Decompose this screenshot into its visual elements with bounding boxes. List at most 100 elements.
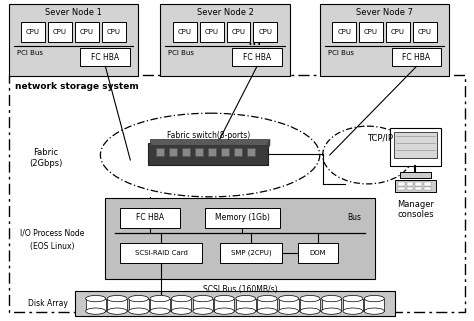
Ellipse shape	[300, 295, 320, 302]
Text: I/O Process Node: I/O Process Node	[20, 228, 85, 237]
FancyBboxPatch shape	[400, 172, 431, 178]
Text: ...: ...	[247, 33, 262, 48]
Ellipse shape	[172, 308, 191, 314]
FancyBboxPatch shape	[105, 198, 374, 280]
FancyBboxPatch shape	[75, 22, 99, 41]
FancyBboxPatch shape	[232, 48, 282, 66]
FancyBboxPatch shape	[365, 299, 384, 311]
Text: CPU: CPU	[418, 29, 432, 35]
Text: FC HBA: FC HBA	[91, 53, 119, 62]
Text: Fabric
(2Gbps): Fabric (2Gbps)	[29, 148, 62, 168]
FancyBboxPatch shape	[257, 299, 277, 311]
Ellipse shape	[128, 308, 148, 314]
Ellipse shape	[86, 308, 106, 314]
Ellipse shape	[279, 295, 299, 302]
Text: (EOS Linux): (EOS Linux)	[30, 242, 75, 251]
FancyBboxPatch shape	[416, 187, 422, 190]
Ellipse shape	[365, 308, 384, 314]
FancyBboxPatch shape	[394, 180, 437, 192]
FancyBboxPatch shape	[227, 22, 250, 41]
FancyBboxPatch shape	[193, 299, 213, 311]
Text: CPU: CPU	[107, 29, 121, 35]
FancyBboxPatch shape	[254, 22, 277, 41]
FancyBboxPatch shape	[102, 22, 126, 41]
Text: CPU: CPU	[231, 29, 246, 35]
Text: network storage system: network storage system	[15, 82, 138, 91]
FancyBboxPatch shape	[9, 4, 138, 76]
Text: FC HBA: FC HBA	[243, 53, 271, 62]
Text: PCI Bus: PCI Bus	[168, 50, 194, 56]
FancyBboxPatch shape	[81, 48, 130, 66]
FancyBboxPatch shape	[148, 143, 268, 165]
FancyBboxPatch shape	[128, 299, 148, 311]
Text: Fabric switch(8-ports): Fabric switch(8-ports)	[167, 131, 251, 140]
Ellipse shape	[343, 295, 363, 302]
Text: TCP/IP: TCP/IP	[366, 134, 392, 143]
Text: PCI Bus: PCI Bus	[328, 50, 354, 56]
FancyBboxPatch shape	[279, 299, 299, 311]
Ellipse shape	[279, 308, 299, 314]
Ellipse shape	[150, 308, 170, 314]
Text: CPU: CPU	[26, 29, 40, 35]
Ellipse shape	[172, 295, 191, 302]
Ellipse shape	[150, 295, 170, 302]
FancyBboxPatch shape	[182, 148, 190, 156]
Text: DOM: DOM	[310, 250, 326, 256]
Text: SCSI Bus (160MB/s): SCSI Bus (160MB/s)	[203, 285, 277, 294]
FancyBboxPatch shape	[107, 299, 127, 311]
Text: CPU: CPU	[53, 29, 67, 35]
Text: Sever Node 2: Sever Node 2	[197, 8, 254, 17]
FancyBboxPatch shape	[160, 4, 290, 76]
FancyBboxPatch shape	[120, 243, 202, 263]
FancyBboxPatch shape	[407, 187, 413, 190]
Ellipse shape	[257, 308, 277, 314]
FancyBboxPatch shape	[298, 243, 337, 263]
FancyBboxPatch shape	[172, 299, 191, 311]
FancyBboxPatch shape	[214, 299, 234, 311]
Text: Memory (1Gb): Memory (1Gb)	[215, 213, 270, 222]
Ellipse shape	[214, 295, 234, 302]
Text: CPU: CPU	[391, 29, 405, 35]
Text: Sever Node 7: Sever Node 7	[356, 8, 413, 17]
Ellipse shape	[321, 308, 341, 314]
FancyBboxPatch shape	[200, 22, 224, 41]
Ellipse shape	[365, 295, 384, 302]
FancyBboxPatch shape	[173, 22, 197, 41]
FancyBboxPatch shape	[407, 182, 413, 186]
FancyBboxPatch shape	[424, 182, 431, 186]
Ellipse shape	[214, 308, 234, 314]
Text: CPU: CPU	[178, 29, 191, 35]
Text: PCI Bus: PCI Bus	[17, 50, 43, 56]
Text: CPU: CPU	[258, 29, 273, 35]
FancyBboxPatch shape	[75, 291, 394, 316]
FancyBboxPatch shape	[86, 299, 106, 311]
Text: Sever Node 1: Sever Node 1	[45, 8, 102, 17]
FancyBboxPatch shape	[321, 299, 341, 311]
FancyBboxPatch shape	[221, 148, 229, 156]
Ellipse shape	[107, 295, 127, 302]
Text: SMP (2CPU): SMP (2CPU)	[231, 249, 271, 256]
FancyBboxPatch shape	[416, 182, 422, 186]
FancyBboxPatch shape	[150, 299, 170, 311]
Text: CPU: CPU	[80, 29, 94, 35]
FancyBboxPatch shape	[393, 132, 438, 158]
FancyBboxPatch shape	[169, 148, 177, 156]
Text: Disk Array: Disk Array	[27, 299, 67, 308]
Polygon shape	[268, 139, 270, 149]
Text: CPU: CPU	[364, 29, 378, 35]
FancyBboxPatch shape	[413, 22, 437, 41]
Text: CPU: CPU	[337, 29, 351, 35]
Text: CPU: CPU	[205, 29, 219, 35]
Ellipse shape	[343, 308, 363, 314]
Text: Manager
consoles: Manager consoles	[397, 200, 434, 219]
Text: FC HBA: FC HBA	[402, 53, 430, 62]
FancyBboxPatch shape	[220, 243, 282, 263]
FancyBboxPatch shape	[208, 148, 216, 156]
Ellipse shape	[128, 295, 148, 302]
Ellipse shape	[321, 295, 341, 302]
Ellipse shape	[193, 308, 213, 314]
FancyBboxPatch shape	[424, 187, 431, 190]
FancyBboxPatch shape	[390, 128, 441, 166]
Ellipse shape	[257, 295, 277, 302]
Ellipse shape	[236, 308, 255, 314]
